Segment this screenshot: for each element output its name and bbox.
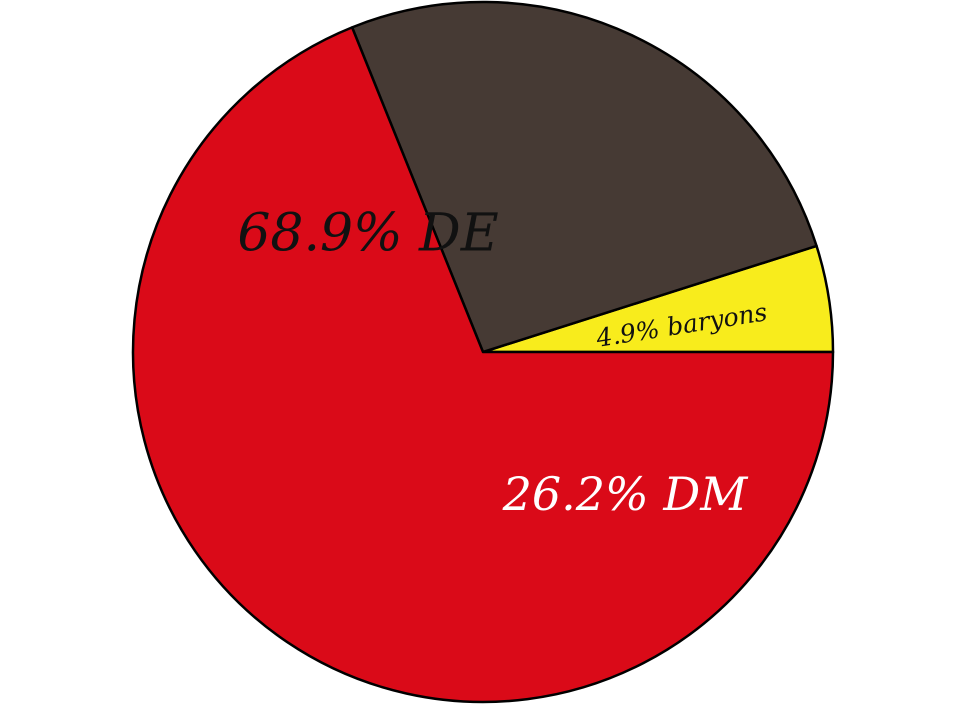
pie-slices xyxy=(131,0,835,704)
pie-slice-label-2: 68.9% DE xyxy=(237,204,498,264)
pie-slice-label-1: 26.2% DM xyxy=(502,467,750,521)
pie-slice-1 xyxy=(350,0,818,354)
pie-slice-2 xyxy=(131,26,835,704)
